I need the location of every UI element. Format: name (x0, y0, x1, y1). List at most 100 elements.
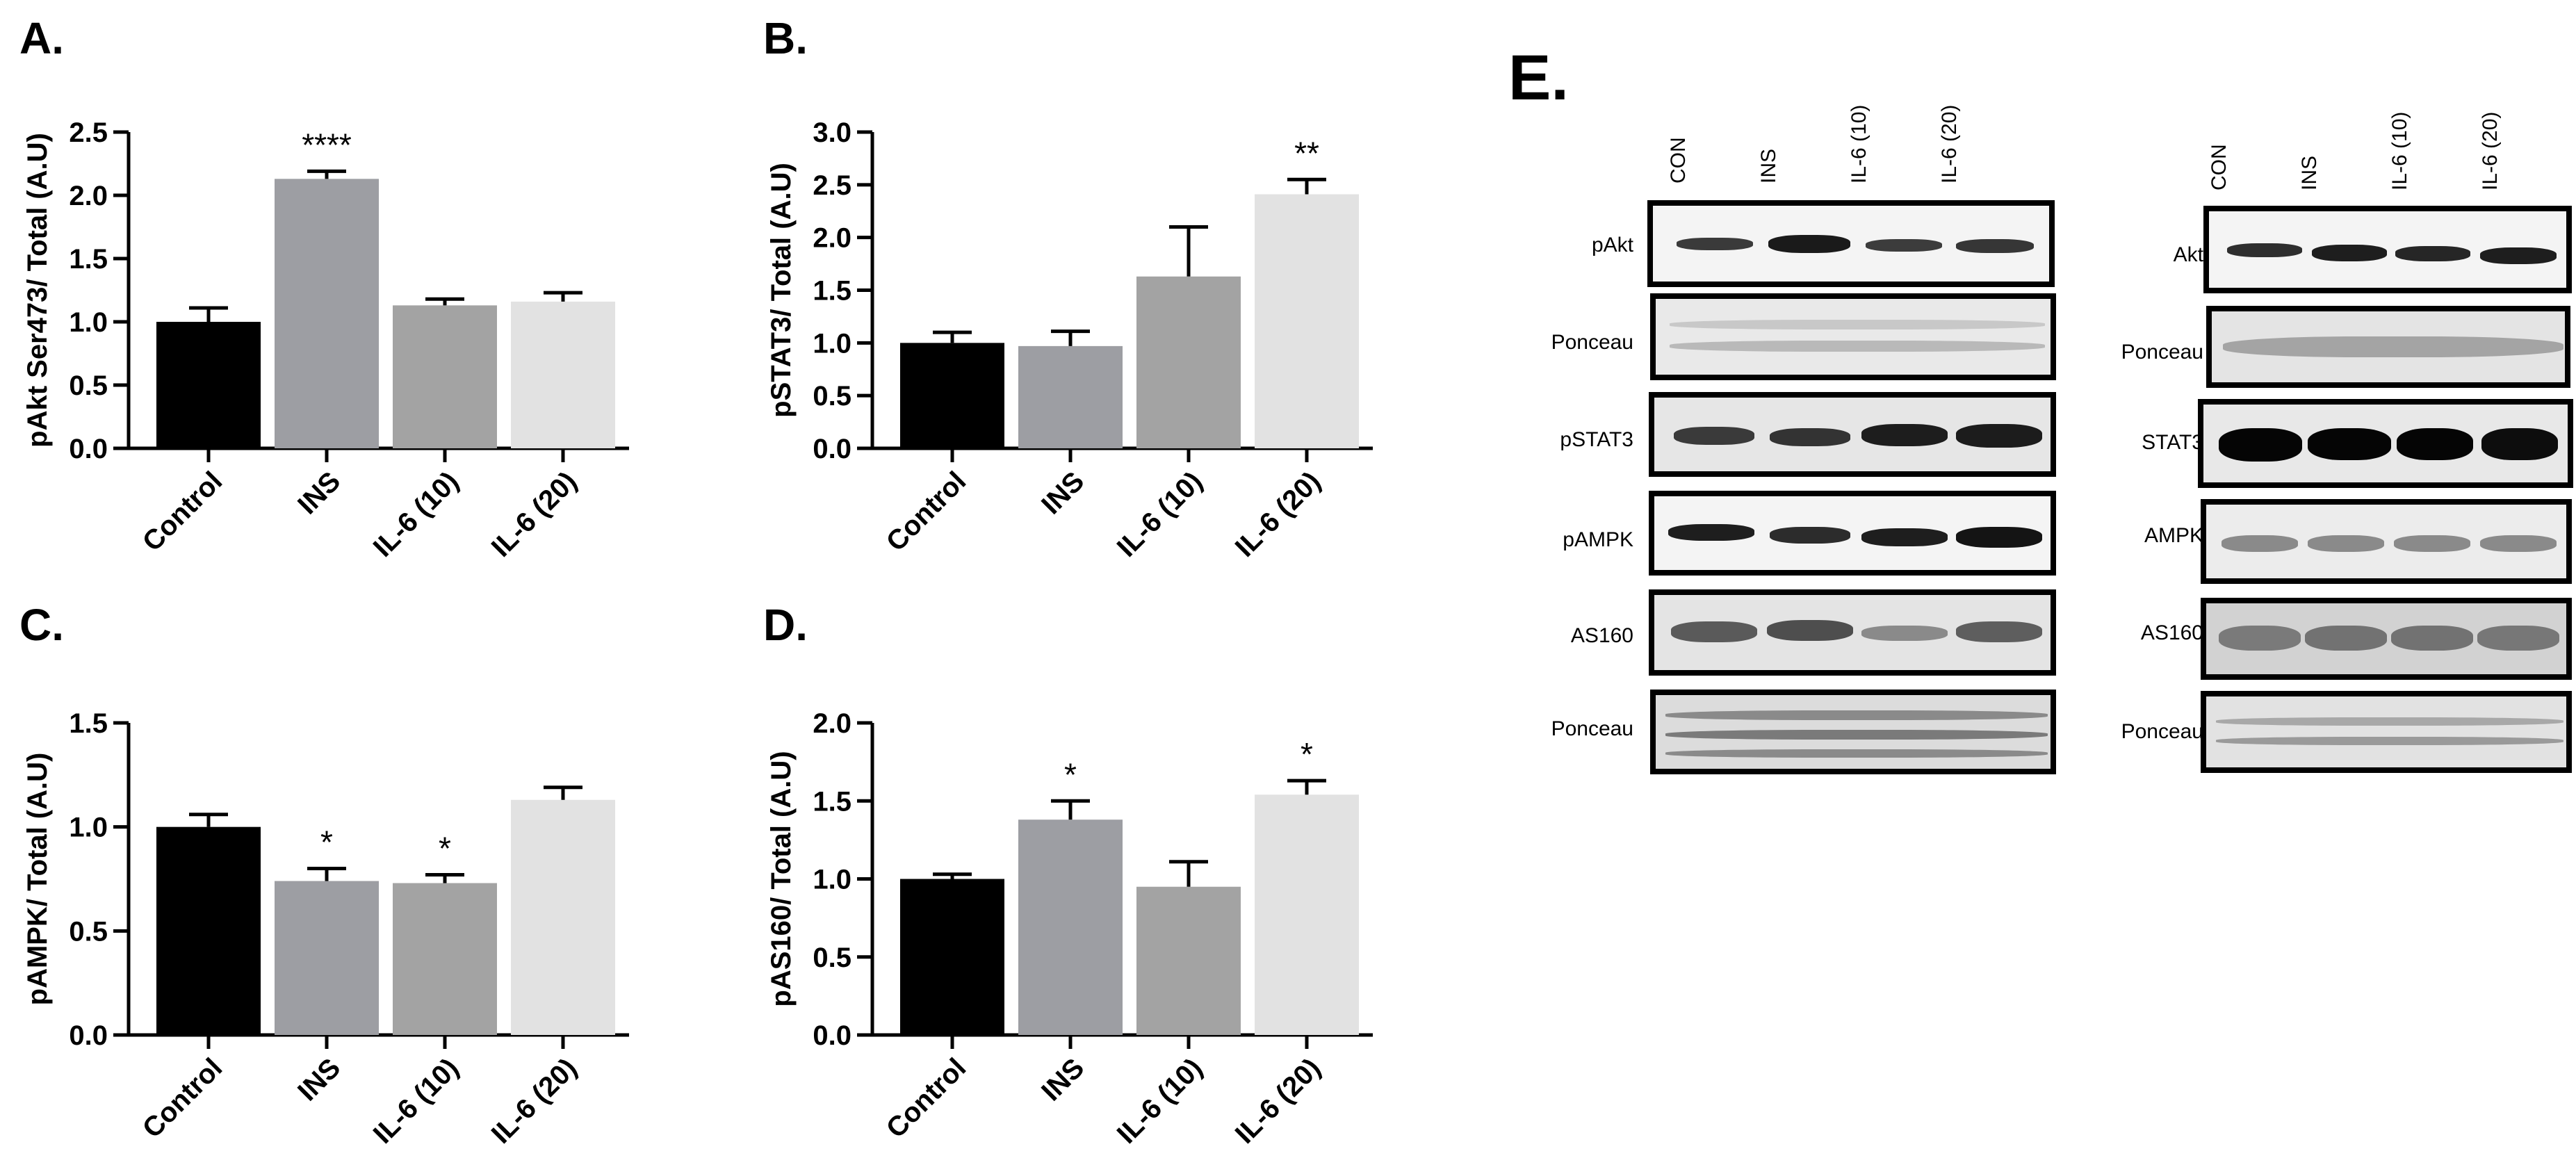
y-axis-label: pSTAT3/ Total (A.U) (766, 163, 797, 418)
y-tick-label: 3.0 (813, 117, 851, 148)
chart-svg-c: 0.0 0.5 1.0 1.5 pAMPK/ Total (A.U) Control INS… (22, 708, 629, 1150)
bar (393, 305, 497, 448)
x-tick-label: IL-6 (10) (368, 1052, 465, 1150)
blot-pakt (1647, 200, 2055, 287)
row-label-as160-right: AS160 (2140, 621, 2203, 644)
bar (1255, 794, 1359, 1035)
lane-label-ins-right: INS (2298, 155, 2321, 190)
row-label-ponceau-1: Ponceau (1551, 331, 1633, 354)
bar (900, 343, 1004, 448)
bar (511, 799, 615, 1035)
chart-svg-b: 0.0 0.5 1.0 1.5 2.0 2.5 3.0 pSTAT3/ Total (A.U)… (766, 117, 1373, 563)
y-tick-label: 1.0 (813, 865, 851, 895)
lane-label-il6-20-right: IL-6 (20) (2479, 111, 2502, 190)
lane-label-il6-10-right: IL-6 (10) (2388, 111, 2411, 190)
y-tick-label: 0.0 (69, 434, 108, 464)
lane-label-il6-20-left: IL-6 (20) (1938, 104, 1961, 184)
y-tick-label: 1.5 (813, 276, 851, 307)
blot-ponceau-4 (2201, 691, 2572, 773)
western-blot-panel: CON INS IL-6 (10) IL-6 (20) CON INS IL-6… (1494, 0, 2576, 1171)
y-tick-label: 2.5 (813, 170, 851, 201)
x-tick-label: IL-6 (20) (1230, 1052, 1327, 1150)
y-tick-label: 2.5 (69, 117, 108, 148)
y-tick-label: 0.0 (69, 1020, 108, 1051)
row-label-ponceau-4: Ponceau (2121, 720, 2203, 743)
blot-akt (2203, 206, 2572, 293)
significance-label: * (439, 831, 451, 867)
blot-pampk (1649, 491, 2056, 576)
significance-label: * (1064, 756, 1077, 792)
x-tick-label: Control (881, 466, 972, 557)
blot-ponceau-1 (1650, 293, 2056, 380)
bar (1136, 886, 1241, 1035)
x-tick-label: INS (292, 466, 346, 520)
x-tick-label: IL-6 (20) (486, 1052, 583, 1150)
x-tick-label: IL-6 (20) (486, 466, 583, 563)
y-tick-label: 0.5 (813, 943, 851, 973)
y-tick-label: 1.0 (813, 328, 851, 359)
blot-as160-left (1649, 589, 2056, 676)
x-tick-label: IL-6 (10) (1111, 466, 1209, 563)
y-axis-label: pAS160/ Total (A.U) (766, 751, 797, 1006)
bar (1018, 345, 1123, 448)
lane-label-con-left: CON (1667, 137, 1690, 184)
bar (156, 826, 261, 1035)
chart-d: 0.0 0.5 1.0 1.5 2.0 pAS160/ Total (A.U) Contro… (744, 591, 1481, 1171)
chart-a: 0.0 0.5 1.0 1.5 2.0 2.5 pAkt Ser473/ Total (A.… (0, 0, 737, 584)
panel-label-a: A. (19, 13, 64, 63)
x-tick-label: IL-6 (10) (1111, 1052, 1209, 1150)
lane-label-con-right: CON (2208, 144, 2231, 190)
panel-label-c: C. (19, 600, 64, 650)
bar (511, 301, 615, 448)
x-tick-label: INS (292, 1052, 346, 1107)
y-tick-label: 1.0 (69, 307, 108, 338)
significance-label: * (320, 824, 333, 861)
y-tick-label: 2.0 (813, 708, 851, 739)
y-tick-label: 1.5 (69, 244, 108, 275)
blot-ponceau-2 (1650, 690, 2056, 774)
x-tick-label: IL-6 (20) (1230, 466, 1327, 563)
row-label-akt: Akt (2173, 243, 2203, 266)
x-tick-label: INS (1036, 466, 1090, 520)
bar (1255, 194, 1359, 448)
lane-label-il6-10-left: IL-6 (10) (1848, 104, 1870, 184)
y-axis-label: pAkt Ser473/ Total (A.U) (22, 133, 53, 448)
bar (900, 879, 1004, 1035)
y-tick-label: 0.5 (69, 916, 108, 947)
x-tick-label: INS (1036, 1052, 1090, 1107)
x-tick-label: Control (137, 466, 229, 557)
x-tick-label: IL-6 (10) (368, 466, 465, 563)
row-label-ampk: AMPK (2144, 524, 2203, 547)
row-label-ponceau-2: Ponceau (1551, 717, 1633, 740)
chart-b: 0.0 0.5 1.0 1.5 2.0 2.5 3.0 pSTAT3/ Total (A.U)… (744, 0, 1481, 584)
bar (1136, 276, 1241, 448)
significance-label: * (1301, 736, 1313, 772)
y-tick-label: 2.0 (813, 223, 851, 254)
row-label-pakt: pAkt (1591, 234, 1633, 256)
y-tick-label: 0.5 (69, 370, 108, 401)
y-tick-label: 1.5 (69, 708, 108, 739)
y-tick-label: 0.0 (813, 1020, 851, 1051)
row-label-pstat3: pSTAT3 (1560, 428, 1633, 451)
blot-ampk (2201, 499, 2572, 584)
bar (1018, 820, 1123, 1035)
x-tick-label: Control (137, 1052, 229, 1144)
y-tick-label: 1.5 (813, 786, 851, 817)
chart-svg-a: 0.0 0.5 1.0 1.5 2.0 2.5 pAkt Ser473/ Total (A.… (22, 117, 629, 563)
y-axis-label: pAMPK/ Total (A.U) (22, 753, 53, 1006)
row-label-as160-left: AS160 (1570, 624, 1633, 647)
y-tick-label: 2.0 (69, 181, 108, 211)
row-label-stat3: STAT3 (2142, 431, 2203, 454)
blot-as160-right (2201, 598, 2572, 680)
bar (275, 881, 379, 1035)
y-tick-label: 1.0 (69, 813, 108, 843)
blot-pstat3 (1649, 392, 2056, 477)
blot-ponceau-3 (2206, 306, 2570, 388)
lane-label-ins-left: INS (1757, 148, 1780, 184)
panel-label-b: B. (763, 13, 808, 63)
significance-label: ** (1294, 135, 1319, 171)
blot-stat3 (2198, 399, 2573, 488)
bar (156, 322, 261, 448)
bar (393, 883, 497, 1035)
row-label-pampk: pAMPK (1563, 528, 1633, 551)
